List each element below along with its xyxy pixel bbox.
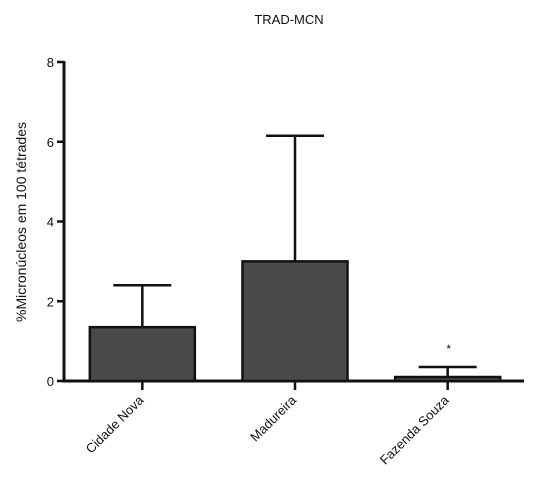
category-label: Madureira <box>247 392 300 445</box>
annotations-group: * <box>446 342 451 356</box>
bars-group <box>88 260 502 383</box>
significance-annotation: * <box>446 342 451 356</box>
category-label: Fazenda Souza <box>377 392 453 468</box>
bar <box>241 260 349 383</box>
y-tick-label: 2 <box>47 294 54 309</box>
y-tick-label: 8 <box>47 55 54 70</box>
bar <box>88 325 197 383</box>
category-label: Cidade Nova <box>83 392 147 456</box>
y-tick-label: 4 <box>47 215 54 230</box>
y-tick-label: 6 <box>47 135 54 150</box>
bar <box>393 375 502 383</box>
y-tick-label: 0 <box>47 374 54 389</box>
category-labels-group: Cidade Nova Madureira Fazenda Souza <box>83 381 453 468</box>
chart-title: TRAD-MCN <box>254 12 323 27</box>
y-axis-label: %Micronúcleos em 100 tétrades <box>13 122 29 322</box>
error-bars-group <box>113 134 477 378</box>
y-ticks-group: 0 2 4 6 8 <box>47 55 64 389</box>
